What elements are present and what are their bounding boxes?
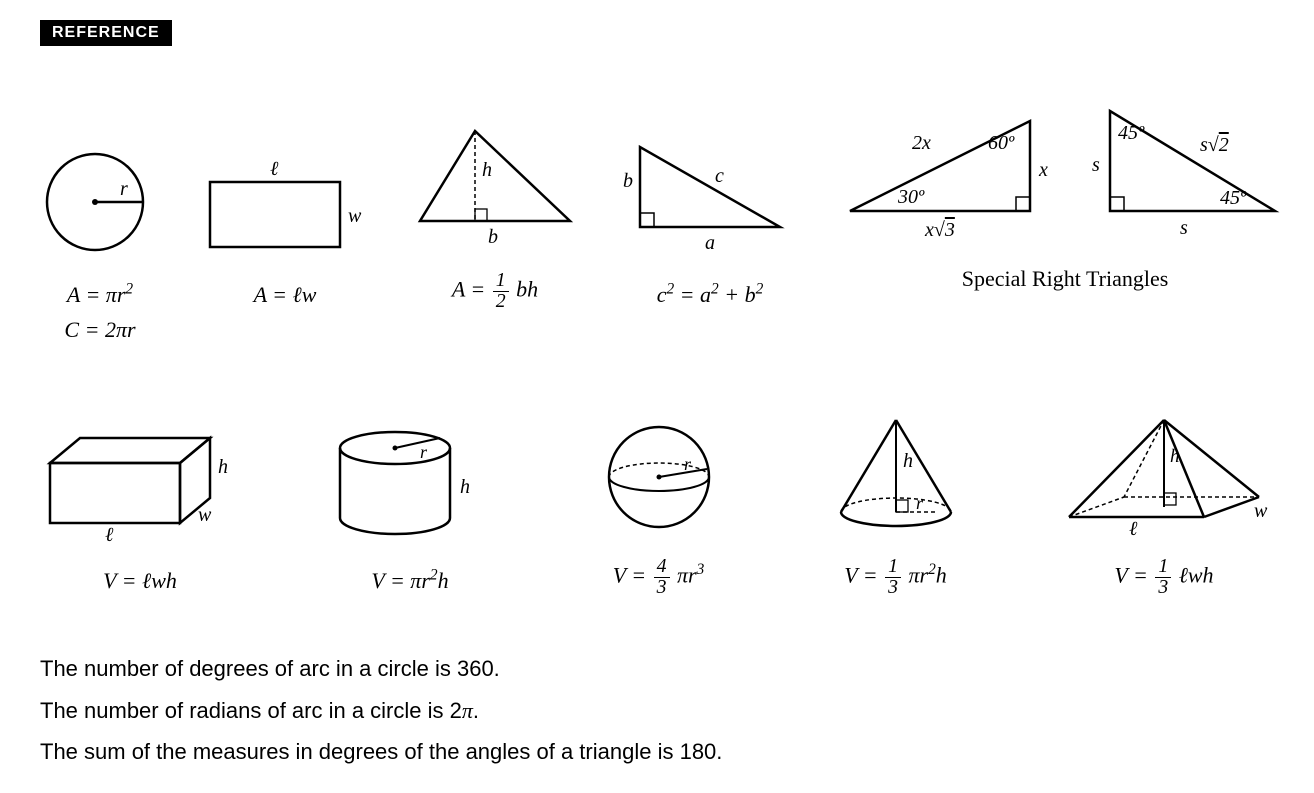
- rect-svg: ℓ w: [200, 147, 370, 257]
- box-l: ℓ: [105, 524, 114, 543]
- figure-pyramid: h w ℓ: [1054, 407, 1274, 537]
- cone-r: r: [916, 493, 924, 513]
- figure-rectangle: ℓ w: [200, 127, 370, 257]
- cell-right-triangle: b c a c2 = a2 + b2 x: [620, 127, 800, 347]
- tri4545-svg: s 45º s√2 45º s: [1090, 101, 1290, 246]
- sphere-r: r: [684, 454, 692, 474]
- tri-h-label: h: [482, 159, 492, 181]
- rect-w-label: w: [348, 205, 362, 227]
- tri3060-2x: 2x: [912, 132, 931, 154]
- cell-special-triangles: 2x 60º x 30º x√3 s 45º s√2 45º s Special…: [840, 96, 1290, 347]
- figure-box: h w ℓ: [40, 413, 240, 543]
- cell-pyramid: h w ℓ V = 13 ℓwh: [1054, 407, 1274, 598]
- sphere-formula: V = 43 πr3: [613, 557, 705, 598]
- pyr-svg: h w ℓ: [1054, 412, 1274, 537]
- rect-formula: A = ℓw x: [254, 277, 317, 347]
- tri3060-30: 30º: [897, 186, 925, 208]
- tri4545-s2: s: [1180, 217, 1188, 239]
- note-degrees: The number of degrees of arc in a circle…: [40, 648, 1274, 690]
- figure-triangle: h b: [410, 121, 580, 251]
- circle-formula: A = πr2 C = 2πr: [64, 277, 135, 347]
- pyr-h: h: [1170, 446, 1180, 467]
- tri4545-s1: s: [1092, 154, 1100, 176]
- notes: The number of degrees of arc in a circle…: [40, 648, 1274, 773]
- tri3060-svg: 2x 60º x 30º x√3: [840, 101, 1070, 246]
- tri-b-label: b: [488, 226, 498, 248]
- tri3060-60: 60º: [988, 132, 1015, 154]
- box-formula: V = ℓwh: [103, 563, 177, 598]
- cyl-h: h: [460, 476, 470, 498]
- circle-svg: r: [40, 147, 160, 257]
- box-w: w: [198, 504, 212, 526]
- cell-sphere: r V = 43 πr3: [580, 407, 737, 598]
- figure-cylinder: r h: [320, 413, 500, 543]
- figure-cone: h r: [821, 407, 971, 537]
- rtri-c-label: c: [715, 165, 724, 187]
- reference-badge: REFERENCE: [40, 20, 172, 46]
- pyr-l: ℓ: [1129, 518, 1138, 537]
- tri3060-xs3: x√3: [924, 219, 955, 241]
- figure-circle: r: [40, 127, 160, 257]
- tri4545-45a: 45º: [1118, 122, 1145, 144]
- box-svg: h w ℓ: [40, 423, 240, 543]
- figure-right-triangle: b c a: [620, 127, 800, 257]
- sphere-svg: r: [589, 417, 729, 537]
- cell-box: h w ℓ V = ℓwh: [40, 413, 240, 598]
- row-2: h w ℓ V = ℓwh r h: [40, 407, 1274, 598]
- figure-sphere: r: [589, 407, 729, 537]
- tri-svg: h b: [410, 121, 580, 251]
- tri4545-45b: 45º: [1220, 187, 1247, 209]
- cell-cylinder: r h V = πr2h: [320, 413, 500, 598]
- cyl-formula: V = πr2h: [371, 563, 448, 598]
- cell-circle: r A = πr2 C = 2πr: [40, 127, 160, 347]
- cone-h: h: [903, 450, 913, 472]
- cell-cone: h r V = 13 πr2h: [817, 407, 974, 598]
- figure-grid: r A = πr2 C = 2πr ℓ w A = ℓw x: [40, 96, 1274, 598]
- rtri-formula: c2 = a2 + b2 x: [657, 277, 764, 347]
- cell-rectangle: ℓ w A = ℓw x: [200, 127, 370, 347]
- figure-special-triangles: 2x 60º x 30º x√3 s 45º s√2 45º s: [840, 96, 1290, 246]
- cyl-svg: r h: [320, 423, 500, 543]
- cone-svg: h r: [821, 412, 971, 537]
- note-triangle-sum: The sum of the measures in degrees of th…: [40, 731, 1274, 773]
- rect-l-label: ℓ: [270, 158, 279, 180]
- rtri-svg: b c a: [620, 127, 800, 257]
- rtri-b-label: b: [623, 170, 633, 192]
- note-radians: The number of radians of arc in a circle…: [40, 690, 1274, 732]
- circle-r-label: r: [120, 178, 128, 200]
- pyr-formula: V = 13 ℓwh: [1114, 557, 1213, 598]
- rtri-a-label: a: [705, 232, 715, 254]
- cyl-r: r: [420, 442, 428, 462]
- special-triangles-label: Special Right Triangles: [962, 266, 1169, 292]
- tri-formula: A = 12 bh x: [452, 271, 538, 347]
- tri3060-x: x: [1038, 159, 1048, 181]
- tri4545-sr2: s√2: [1200, 134, 1229, 156]
- pyr-w: w: [1254, 500, 1268, 522]
- box-h: h: [218, 456, 228, 478]
- cell-triangle: h b A = 12 bh x: [410, 121, 580, 347]
- cone-formula: V = 13 πr2h: [844, 557, 947, 598]
- row-1: r A = πr2 C = 2πr ℓ w A = ℓw x: [40, 96, 1274, 347]
